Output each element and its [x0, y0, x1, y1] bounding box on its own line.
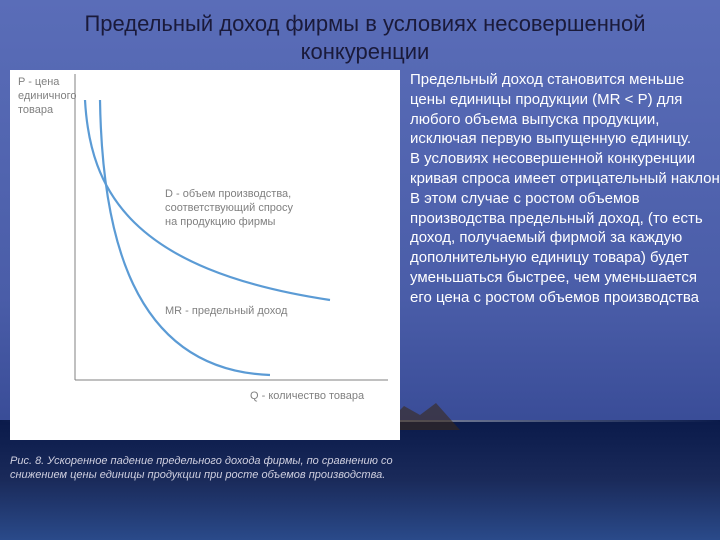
body-text: Предельный доход становится меньше цены … — [410, 70, 720, 308]
chart-svg — [10, 70, 400, 440]
figure-caption: Рис. 8. Ускоренное падение предельного д… — [10, 455, 400, 483]
mr-curve-label: MR - предельный доход — [165, 305, 287, 317]
chart-panel: P - ценаединичноготовара D - объем произ… — [10, 70, 400, 440]
y-axis-label: P - ценаединичноготовара — [18, 76, 76, 117]
slide-title: Предельный доход фирмы в условиях несове… — [30, 10, 700, 65]
curve-marginal-revenue — [100, 100, 270, 375]
x-axis-label: Q - количество товара — [250, 390, 364, 402]
demand-curve-label: D - объем производства,соответствующий с… — [165, 188, 293, 229]
